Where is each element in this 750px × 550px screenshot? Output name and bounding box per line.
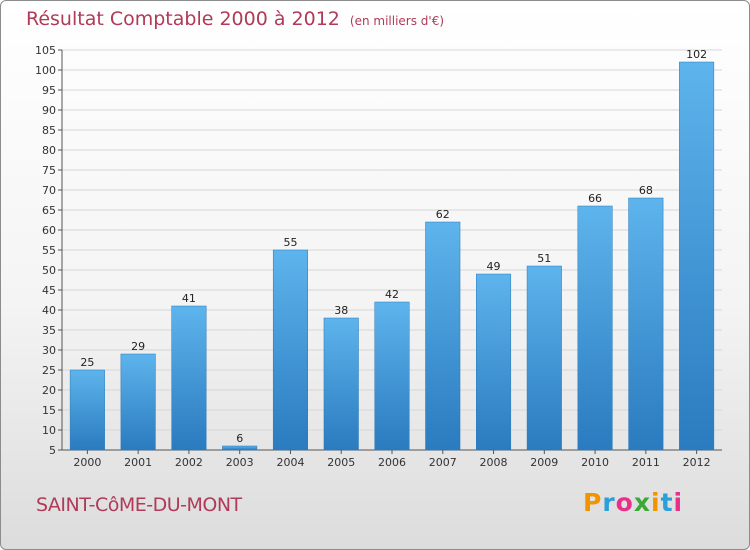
chart-title-text: Résultat Comptable 2000 à 2012: [26, 8, 340, 30]
data-label-2000: 25: [80, 356, 94, 369]
y-tick-label: 20: [42, 384, 56, 397]
bar-2006: [374, 301, 410, 451]
y-tick-label: 60: [42, 224, 56, 237]
y-tick-label: 5: [49, 444, 56, 457]
x-tick-label-2008: 2008: [480, 456, 508, 469]
bars: [69, 61, 715, 451]
logo-letter: i: [673, 488, 684, 517]
x-tick-label-2003: 2003: [226, 456, 254, 469]
data-label-2001: 29: [131, 340, 145, 353]
x-tick-label-2009: 2009: [530, 456, 558, 469]
logo-letter: r: [602, 488, 616, 517]
y-tick-label: 65: [42, 204, 56, 217]
y-tick-label: 25: [42, 364, 56, 377]
bar-2005: [323, 317, 359, 451]
y-tick-label: 50: [42, 264, 56, 277]
logo-letter: o: [615, 488, 634, 517]
data-label-2005: 38: [334, 304, 348, 317]
data-label-2010: 66: [588, 192, 602, 205]
bar-2011: [628, 197, 664, 451]
chart-title: Résultat Comptable 2000 à 2012 (en millie…: [26, 8, 444, 30]
y-tick-label: 70: [42, 184, 56, 197]
y-tick-label: 90: [42, 104, 56, 117]
data-label-2004: 55: [283, 236, 297, 249]
bar-2007: [425, 221, 461, 451]
data-label-2003: 6: [236, 432, 243, 445]
bar-2009: [526, 265, 562, 451]
axes: 5 10 15 20 25 30 35 40 45 50 55 60 65 70 75 80 85 90 95 100…: [35, 44, 722, 469]
x-tick-label-2006: 2006: [378, 456, 406, 469]
y-tick-label: 15: [42, 404, 56, 417]
x-tick-label-2001: 2001: [124, 456, 152, 469]
y-tick-label: 85: [42, 124, 56, 137]
x-tick-label-2007: 2007: [429, 456, 457, 469]
x-tick-label-2005: 2005: [327, 456, 355, 469]
x-tick-label-2012: 2012: [683, 456, 711, 469]
chart-unit: (en milliers d'€): [349, 14, 445, 28]
bar-2008: [476, 273, 512, 451]
bar-2001: [120, 353, 156, 451]
data-label-2002: 41: [182, 292, 196, 305]
logo-letter: P: [583, 488, 603, 517]
y-tick-label: 80: [42, 144, 56, 157]
x-tick-label-2000: 2000: [73, 456, 101, 469]
y-tick-label: 75: [42, 164, 56, 177]
y-tick-label: 95: [42, 84, 56, 97]
x-tick-label-2002: 2002: [175, 456, 203, 469]
logo-letter: x: [633, 488, 651, 517]
y-tick-label: 100: [35, 64, 56, 77]
logo-letter: i: [651, 488, 661, 517]
y-tick-label: 10: [42, 424, 56, 437]
bar-2003: [222, 445, 258, 451]
commune-name: SAINT-CôME-DU-MONT: [36, 494, 242, 516]
y-tick-label: 30: [42, 344, 56, 357]
data-label-2011: 68: [639, 184, 653, 197]
bar-2002: [171, 305, 207, 451]
y-tick-label: 40: [42, 304, 56, 317]
data-label-2008: 49: [487, 260, 501, 273]
x-tick-label-2011: 2011: [632, 456, 660, 469]
x-tick-label-2004: 2004: [276, 456, 304, 469]
x-tick-label-2010: 2010: [581, 456, 609, 469]
y-tick-label: 45: [42, 284, 56, 297]
bar-2012: [679, 61, 715, 451]
y-tick-label: 35: [42, 324, 56, 337]
y-tick-label: 55: [42, 244, 56, 257]
data-label-2007: 62: [436, 208, 450, 221]
data-label-2009: 51: [537, 252, 551, 265]
data-label-2006: 42: [385, 288, 399, 301]
data-labels: 25 29 41 6 55 38 42 62 49 51 66 68 102: [80, 48, 707, 445]
bar-2010: [577, 205, 613, 451]
bar-2000: [69, 369, 105, 451]
bar-2004: [272, 249, 308, 451]
proxiti-logo[interactable]: Proxiti: [583, 488, 683, 517]
data-label-2012: 102: [686, 48, 707, 61]
logo-letter: t: [660, 488, 674, 517]
y-tick-label: 105: [35, 44, 56, 57]
